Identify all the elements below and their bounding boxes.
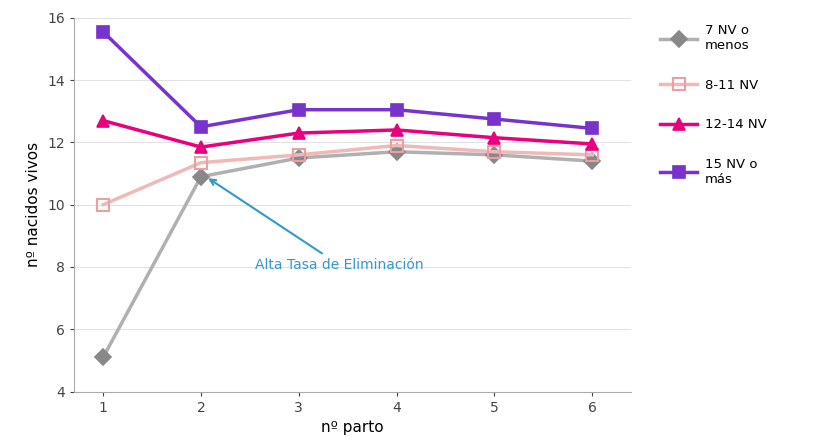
Y-axis label: nº nacidos vivos: nº nacidos vivos: [26, 142, 42, 267]
Legend: 7 NV o
menos, 8-11 NV, 12-14 NV, 15 NV o
más: 7 NV o menos, 8-11 NV, 12-14 NV, 15 NV o…: [659, 24, 766, 186]
X-axis label: nº parto: nº parto: [321, 420, 383, 435]
Text: Alta Tasa de Eliminación: Alta Tasa de Eliminación: [210, 179, 423, 271]
